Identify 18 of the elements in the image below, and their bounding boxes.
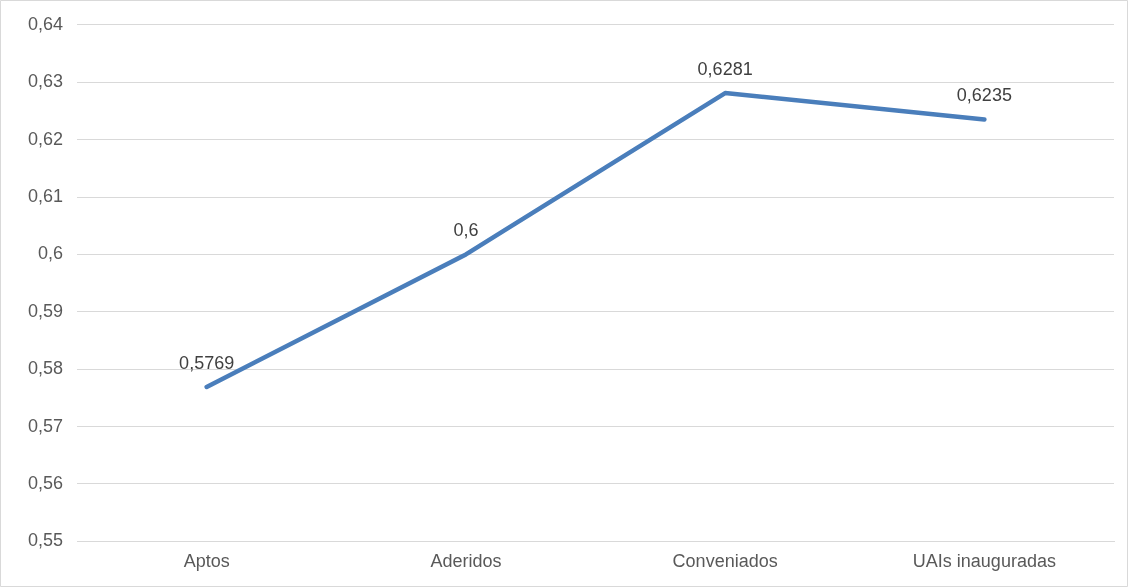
y-tick-label: 0,56 bbox=[27, 472, 64, 493]
data-label: 0,6281 bbox=[697, 59, 753, 80]
y-tick-label: 0,57 bbox=[27, 415, 64, 436]
y-tick-label: 0,55 bbox=[27, 530, 64, 551]
data-label: 0,5769 bbox=[179, 352, 235, 373]
x-tick-label: Aptos bbox=[183, 551, 230, 572]
y-tick-label: 0,64 bbox=[27, 13, 64, 34]
y-tick-label: 0,59 bbox=[27, 300, 64, 321]
x-tick-label: Conveniados bbox=[672, 551, 778, 572]
y-tick-label: 0,6 bbox=[38, 243, 64, 264]
data-label: 0,6235 bbox=[956, 85, 1012, 106]
y-tick-label: 0,63 bbox=[27, 71, 64, 92]
y-tick-label: 0,61 bbox=[27, 185, 64, 206]
y-tick-label: 0,58 bbox=[27, 358, 64, 379]
x-tick-label: Aderidos bbox=[430, 551, 502, 572]
data-label: 0,6 bbox=[453, 220, 479, 241]
y-tick-label: 0,62 bbox=[27, 128, 64, 149]
x-tick-label: UAIs inauguradas bbox=[912, 551, 1056, 572]
